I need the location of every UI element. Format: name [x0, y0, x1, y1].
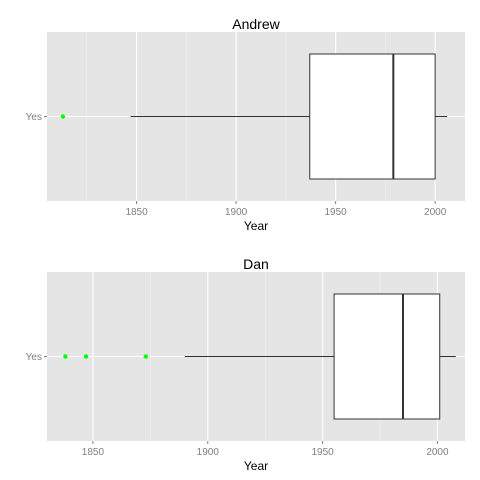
x-tick-label: 1850 — [82, 447, 105, 458]
outlier-point — [63, 354, 68, 359]
x-tick-label: 2000 — [424, 207, 447, 218]
x-tick-label: 1850 — [125, 207, 148, 218]
x-tick-label: 1950 — [324, 207, 347, 218]
plot-area-dan: 1850 1900 1950 2000 Yes — [26, 272, 465, 458]
x-axis-label-dan: Year — [244, 459, 268, 473]
panel-dan: Dan 1850 1900 1950 2000 Yes Year — [26, 256, 465, 473]
outlier-point — [60, 114, 66, 119]
panel-andrew: Andrew 1850 1900 1950 2000 Yes Year — [26, 16, 465, 233]
iqr-box — [333, 293, 441, 420]
plot-area-andrew: 1850 1900 1950 2000 Yes — [26, 32, 465, 218]
x-tick-label: 1900 — [197, 447, 220, 458]
chart-title-dan: Dan — [243, 256, 269, 272]
x-axis-label-andrew: Year — [244, 219, 268, 233]
x-tick-label: 2000 — [426, 447, 449, 458]
x-tick-label: 1950 — [311, 447, 334, 458]
outlier-point — [143, 354, 148, 359]
y-category-label: Yes — [26, 112, 42, 123]
chart-title-andrew: Andrew — [232, 16, 280, 32]
outlier-point — [83, 354, 89, 359]
iqr-box — [309, 53, 436, 180]
y-category-label: Yes — [26, 352, 42, 363]
x-tick-label: 1900 — [225, 207, 248, 218]
